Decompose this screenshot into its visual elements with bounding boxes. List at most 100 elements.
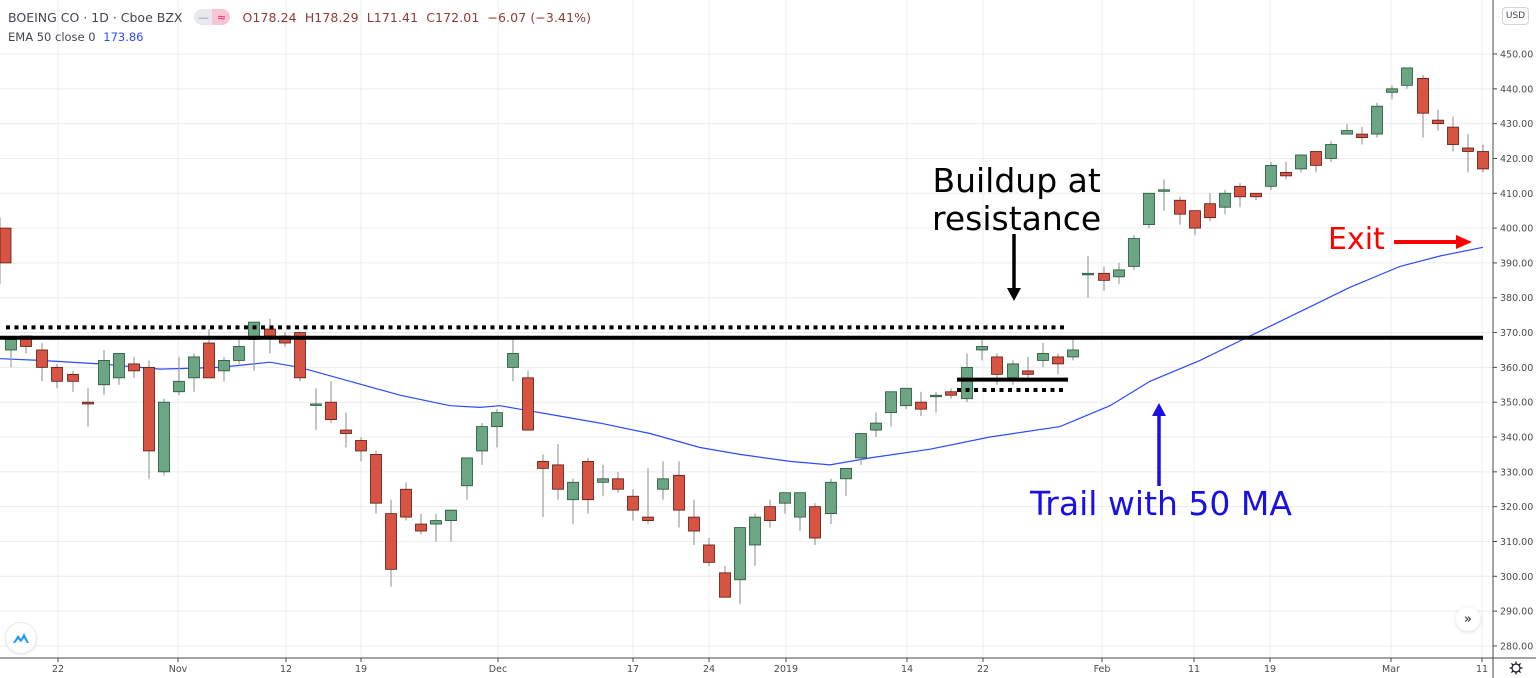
ema-50-line[interactable]	[0, 246, 1484, 466]
tradingview-logo-button[interactable]	[5, 622, 37, 654]
candle[interactable]	[430, 513, 442, 542]
candle[interactable]	[567, 478, 579, 525]
candle[interactable]	[415, 513, 427, 535]
candle[interactable]	[1098, 266, 1110, 291]
candle[interactable]	[1158, 179, 1170, 211]
candle[interactable]	[158, 398, 170, 476]
candle[interactable]	[310, 388, 322, 431]
candle[interactable]	[976, 339, 988, 361]
candle[interactable]	[67, 370, 79, 392]
symbol-title[interactable]: BOEING CO · 1D · Cboe BZX	[8, 9, 183, 25]
candle[interactable]	[1401, 67, 1413, 89]
candle[interactable]	[82, 388, 94, 427]
candle[interactable]	[1462, 134, 1474, 173]
candle[interactable]	[1371, 102, 1383, 138]
candle[interactable]	[294, 332, 306, 382]
candle[interactable]	[930, 391, 942, 413]
candle[interactable]	[657, 461, 669, 500]
candle[interactable]	[1037, 343, 1049, 368]
candle[interactable]	[612, 471, 624, 493]
candle[interactable]	[385, 499, 397, 587]
candle[interactable]	[128, 356, 140, 378]
candle[interactable]	[1295, 154, 1307, 173]
candle[interactable]	[5, 336, 17, 368]
candle[interactable]	[1113, 262, 1125, 284]
scroll-to-realtime-button[interactable]: »	[1456, 607, 1480, 631]
series-toggle-pill[interactable]: — ≈	[194, 9, 231, 25]
candle[interactable]	[537, 454, 549, 518]
candle[interactable]	[461, 457, 473, 500]
candle[interactable]	[522, 370, 534, 431]
candle[interactable]	[355, 437, 367, 462]
candle[interactable]	[1386, 85, 1398, 100]
candle[interactable]	[703, 537, 715, 566]
candle[interactable]	[1447, 116, 1459, 152]
candle[interactable]	[507, 339, 519, 382]
candle[interactable]	[340, 412, 352, 448]
candle[interactable]	[552, 443, 564, 500]
candle[interactable]	[809, 503, 821, 545]
candle[interactable]	[673, 461, 685, 528]
candle[interactable]	[1250, 192, 1262, 201]
candle[interactable]	[1432, 109, 1444, 131]
candle[interactable]	[1052, 353, 1064, 375]
candle[interactable]	[719, 565, 731, 598]
candle[interactable]	[1067, 339, 1079, 361]
candle[interactable]	[98, 349, 110, 396]
candle[interactable]	[1189, 210, 1201, 236]
candle[interactable]	[870, 412, 882, 438]
candle[interactable]	[900, 387, 912, 410]
candle[interactable]	[1234, 182, 1246, 208]
candle[interactable]	[855, 433, 867, 465]
candle[interactable]	[1082, 255, 1094, 298]
candle[interactable]	[1280, 161, 1292, 180]
candle[interactable]	[1128, 235, 1140, 270]
currency-badge[interactable]: USD	[1502, 7, 1529, 25]
candle[interactable]	[325, 381, 337, 424]
candle[interactable]	[627, 489, 639, 521]
candle[interactable]	[688, 499, 700, 545]
candle[interactable]	[1341, 123, 1353, 135]
candle[interactable]	[764, 499, 776, 528]
candle[interactable]	[825, 478, 837, 525]
candle[interactable]	[113, 353, 125, 385]
candle[interactable]	[1022, 356, 1034, 378]
candle[interactable]	[945, 388, 957, 399]
candle[interactable]	[233, 336, 245, 364]
candle[interactable]	[794, 492, 806, 532]
candle[interactable]	[1204, 193, 1216, 222]
candle[interactable]	[779, 492, 791, 514]
candle[interactable]	[173, 356, 185, 396]
candle[interactable]	[915, 391, 927, 417]
candle[interactable]	[1219, 189, 1231, 215]
candle[interactable]	[188, 353, 200, 392]
candle[interactable]	[476, 423, 488, 465]
candle[interactable]	[749, 513, 761, 566]
candle[interactable]	[1310, 151, 1322, 173]
candle[interactable]	[0, 217, 12, 284]
candle[interactable]	[840, 467, 852, 497]
candle[interactable]	[1265, 161, 1277, 190]
candle[interactable]	[642, 468, 654, 525]
candle[interactable]	[885, 391, 897, 427]
candle[interactable]	[36, 343, 48, 382]
candle[interactable]	[143, 360, 155, 479]
candle[interactable]	[1325, 141, 1337, 162]
candle[interactable]	[370, 450, 382, 514]
chart-settings-button[interactable]	[1508, 660, 1524, 676]
ema-legend[interactable]: EMA 50 close 0 173.86	[8, 30, 591, 46]
candle[interactable]	[400, 482, 412, 521]
candle[interactable]	[218, 356, 230, 382]
candle[interactable]	[734, 527, 746, 605]
candle[interactable]	[1174, 196, 1186, 225]
candle[interactable]	[597, 464, 609, 497]
candle[interactable]	[51, 363, 63, 389]
candle[interactable]	[1143, 192, 1155, 229]
approx-icon[interactable]: ≈	[212, 9, 231, 25]
minus-icon[interactable]: —	[194, 9, 213, 25]
candle[interactable]	[1477, 144, 1489, 173]
candle[interactable]	[445, 509, 457, 542]
candle[interactable]	[582, 457, 594, 514]
candle[interactable]	[491, 409, 503, 448]
